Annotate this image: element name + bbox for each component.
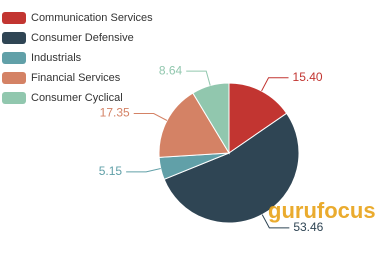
watermark: gurufocus bbox=[268, 198, 376, 223]
legend-label: Consumer Defensive bbox=[31, 32, 134, 44]
pie-slice bbox=[158, 92, 230, 158]
pie-slice bbox=[228, 82, 288, 154]
data-label: 17.35 bbox=[100, 106, 130, 120]
data-label: 53.46 bbox=[293, 220, 323, 234]
legend-label: Consumer Cyclical bbox=[31, 92, 123, 104]
legend-swatch bbox=[2, 72, 26, 84]
legend-label: Industrials bbox=[31, 52, 82, 64]
leader-line bbox=[126, 168, 161, 173]
legend-label: Communication Services bbox=[31, 12, 153, 24]
data-label: 5.15 bbox=[99, 164, 123, 178]
data-label: 8.64 bbox=[159, 63, 183, 77]
legend-swatch bbox=[2, 12, 26, 24]
leader-line bbox=[261, 214, 290, 229]
leader-line bbox=[133, 113, 168, 121]
leader-line bbox=[186, 70, 211, 86]
leader-line bbox=[261, 77, 289, 92]
data-label: 15.40 bbox=[293, 70, 323, 84]
legend-swatch bbox=[2, 32, 26, 44]
legend-swatch bbox=[2, 92, 26, 104]
legend-label: Financial Services bbox=[31, 72, 121, 84]
legend-swatch bbox=[2, 52, 26, 64]
